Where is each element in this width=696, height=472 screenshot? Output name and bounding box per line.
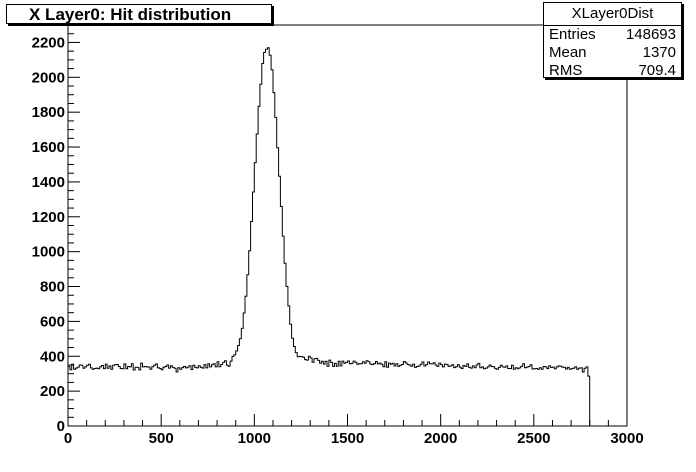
y-tick-label: 1200 [32,209,65,226]
plot-frame [67,24,628,427]
stats-value: 709.4 [638,62,676,79]
stats-value: 148693 [625,26,676,43]
plot-title-text: X Layer0: Hit distribution [29,5,232,24]
y-tick-label: 200 [40,383,65,400]
y-tick-label: 600 [40,313,65,330]
plot-title: X Layer0: Hit distribution [6,4,272,24]
stats-row-rms: RMS 709.4 [544,62,681,80]
stats-histogram-name: XLayer0Dist [544,3,681,26]
y-tick-label: 1000 [32,244,65,261]
y-tick-label: 1600 [32,139,65,156]
x-axis: 0 500 1000 1500 2000 2500 3000 [64,414,644,447]
x-tick-label: 2000 [424,430,457,447]
y-axis: 0 200 400 600 800 1000 1200 1400 1600 1800 2000 220… [32,24,80,435]
y-tick-label: 0 [57,418,65,435]
y-tick-label: 1400 [32,174,65,191]
stats-row-mean: Mean 1370 [544,44,681,62]
x-tick-label: 1000 [238,430,271,447]
stats-label: Mean [549,44,587,61]
x-tick-label: 3000 [610,430,643,447]
stats-box: XLayer0Dist Entries 148693 Mean 1370 RMS… [543,2,682,80]
x-tick-label: 1500 [331,430,364,447]
stats-label: Entries [549,26,596,43]
y-tick-label: 2000 [32,69,65,86]
stats-value: 1370 [642,44,676,61]
stats-row-entries: Entries 148693 [544,26,681,44]
y-tick-label: 800 [40,279,65,296]
x-tick-label: 0 [64,430,72,447]
x-tick-label: 2500 [517,430,550,447]
stats-label: RMS [549,62,583,79]
y-tick-label: 2200 [32,34,65,51]
x-tick-label: 500 [149,430,174,447]
y-tick-label: 1800 [32,104,65,121]
histogram-outline [68,47,592,427]
y-tick-label: 400 [40,348,65,365]
